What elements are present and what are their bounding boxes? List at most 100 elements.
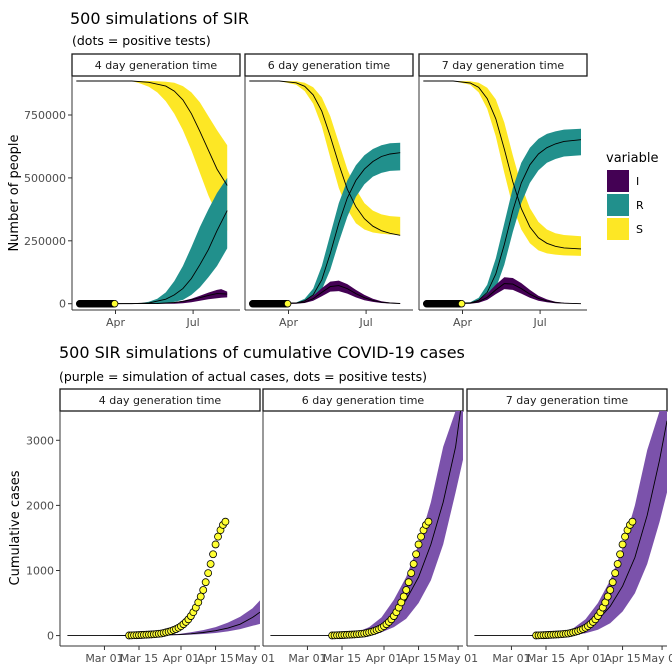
- cumulative-y-tick-label: 0: [47, 630, 54, 643]
- positive-test-dot: [402, 586, 411, 594]
- sir-band-S: [249, 81, 401, 235]
- sir-strip-label: 6 day generation time: [268, 59, 391, 72]
- positive-test-dot: [611, 569, 620, 577]
- positive-test-dot: [618, 540, 627, 549]
- cumulative-band: [474, 411, 667, 636]
- legend-label-R: R: [636, 199, 644, 212]
- cumulative-x-tick-label: May 01: [438, 652, 478, 665]
- cumulative-x-tick-label: Apr 15: [400, 652, 437, 665]
- positive-test-dot: [214, 532, 222, 541]
- legend-swatch-R: [607, 194, 629, 216]
- positive-test-dot: [424, 517, 433, 526]
- sir-panel-plot: [423, 80, 582, 305]
- cumulative-x-tick-label: Mar 15: [527, 652, 565, 665]
- sir-x-tick-label: Jul: [358, 316, 372, 329]
- legend-swatch-S: [607, 218, 629, 240]
- cumulative-y-axis-label: Cumulative cases: [8, 470, 23, 585]
- cumulative-x-tick-label: Mar 01: [85, 652, 123, 665]
- sir-x-tick-label: Apr: [279, 316, 299, 329]
- cumulative-x-tick-label: Mar 15: [120, 652, 158, 665]
- positive-test-dot: [399, 592, 408, 601]
- sir-median-R: [249, 152, 401, 305]
- sir-strip-box: [71, 53, 241, 77]
- positive-test-dot: [608, 578, 617, 587]
- sir-test-dot: [283, 300, 292, 308]
- sir-strip-box: [418, 53, 588, 77]
- positive-test-dot: [209, 550, 217, 559]
- sir-y-tick-label: 250000: [24, 235, 66, 248]
- sir-y-tick-label: 500000: [24, 172, 66, 185]
- sir-band-S: [76, 81, 228, 231]
- cumulative-x-tick-label: Apr 01: [366, 652, 403, 665]
- positive-test-dot: [404, 578, 413, 587]
- cumulative-x-tick-label: May 01: [642, 652, 672, 665]
- cumulative-strip-box: [59, 388, 261, 412]
- sir-panel-plot: [249, 80, 401, 305]
- sir-y-axis-label: Number of people: [7, 134, 22, 251]
- sir-panel-2: 6 day generation time Apr Jul: [244, 53, 414, 329]
- positive-test-dot: [613, 560, 622, 568]
- positive-test-dot: [409, 560, 418, 568]
- cumulative-x-tick-label: Apr 15: [604, 652, 641, 665]
- sir-band-S: [423, 81, 581, 256]
- sir-y-axis: 0 250000 500000 750000: [24, 109, 72, 311]
- positive-test-dot: [407, 569, 416, 577]
- sir-strip-label: 7 day generation time: [442, 59, 565, 72]
- positive-test-dot: [211, 540, 220, 549]
- cumulative-x-tick-label: Mar 15: [323, 652, 361, 665]
- positive-test-dot: [616, 550, 624, 559]
- sir-band-R: [423, 128, 581, 304]
- positive-test-dot: [628, 517, 637, 526]
- positive-test-dot: [606, 586, 615, 594]
- cumulative-x-tick-label: Mar 01: [288, 652, 326, 665]
- cumulative-strip-label: 6 day generation time: [302, 394, 425, 407]
- sir-median-I: [423, 283, 582, 305]
- sir-band-R: [76, 177, 228, 304]
- cumulative-chart-subtitle: (purple = simulation of actual cases, do…: [59, 369, 427, 384]
- sir-chart: 500 simulations of SIR (dots = positive …: [7, 9, 658, 329]
- positive-test-dot: [201, 578, 210, 587]
- sir-median-I: [249, 285, 401, 305]
- cumulative-panel-plot: [270, 411, 463, 637]
- positive-test-dot: [206, 560, 215, 568]
- sir-median-S: [249, 80, 401, 236]
- cumulative-y-axis: 0 1000 2000 3000: [26, 434, 60, 643]
- cumulative-y-tick-label: 3000: [26, 434, 54, 447]
- positive-test-dot: [221, 517, 230, 526]
- sir-panel-3: 7 day generation time Apr Jul: [418, 53, 588, 329]
- sir-x-tick-label: Jul: [532, 316, 546, 329]
- cumulative-panel-plot: [474, 411, 667, 637]
- sir-chart-subtitle: (dots = positive tests): [72, 33, 211, 48]
- cumulative-x-tick-label: Apr 15: [197, 652, 234, 665]
- positive-test-dot: [412, 550, 420, 559]
- positive-test-dot: [621, 532, 629, 541]
- cumulative-strip-label: 4 day generation time: [99, 394, 222, 407]
- sir-chart-title: 500 simulations of SIR: [70, 9, 249, 28]
- sir-x-tick-label: Apr: [453, 316, 473, 329]
- legend-label-I: I: [636, 175, 639, 188]
- cumulative-x-tick-label: Mar 01: [492, 652, 530, 665]
- sir-median-I: [76, 293, 228, 305]
- positive-test-dot: [199, 586, 208, 594]
- sir-median-R: [423, 139, 582, 305]
- sir-strip-label: 4 day generation time: [95, 59, 218, 72]
- cumulative-chart: 500 SIR simulations of cumulative COVID-…: [8, 343, 672, 665]
- legend-label-S: S: [636, 223, 643, 236]
- sir-x-tick-label: Jul: [185, 316, 199, 329]
- sir-band-I: [423, 277, 581, 304]
- sir-median-S: [76, 80, 228, 186]
- sir-y-tick-label: 750000: [24, 109, 66, 122]
- sir-band-I: [249, 280, 401, 304]
- sir-panel-1: 4 day generation time Apr Jul: [71, 53, 241, 329]
- sir-test-dot: [457, 300, 466, 308]
- positive-test-dot: [414, 540, 423, 549]
- cumulative-x-tick-label: Apr 01: [570, 652, 607, 665]
- sir-band-R: [249, 142, 401, 304]
- sir-test-dot: [110, 300, 119, 308]
- sir-x-tick-label: Apr: [106, 316, 126, 329]
